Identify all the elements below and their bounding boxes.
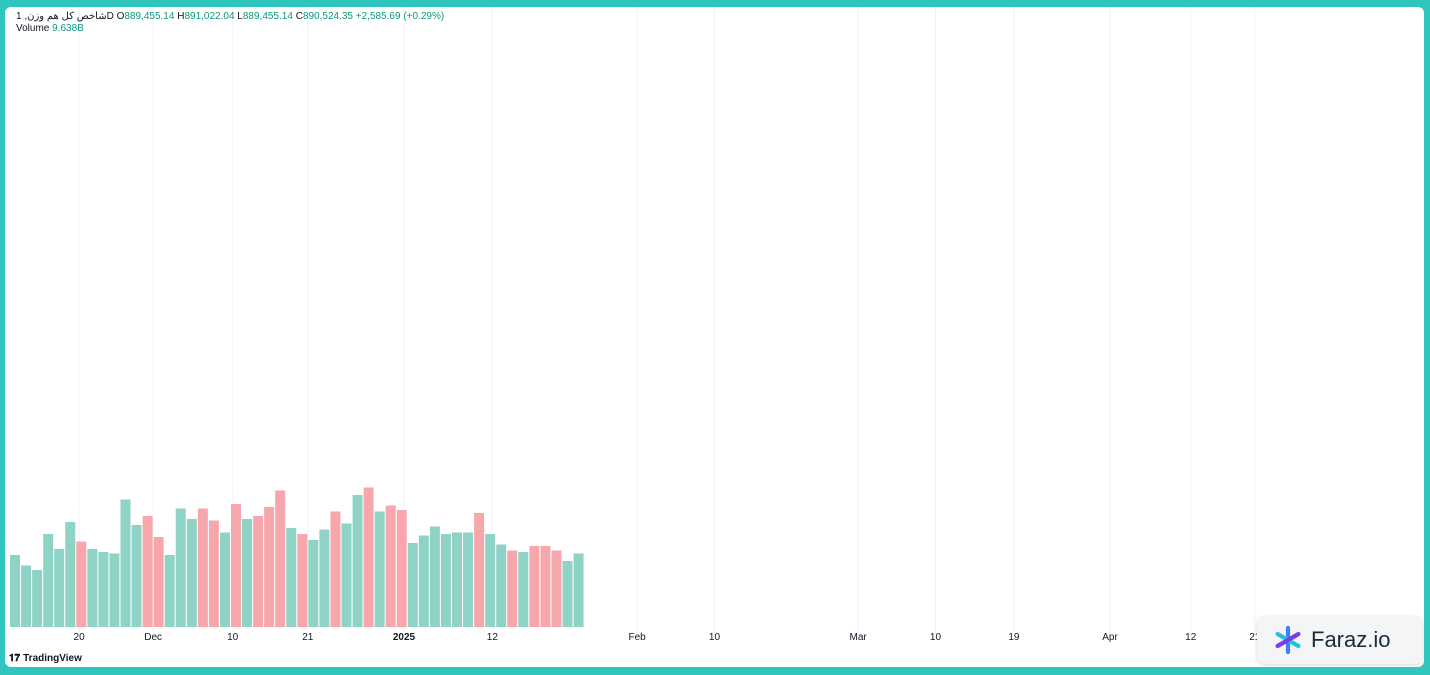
volume-bar — [562, 561, 573, 627]
high-label: H — [177, 11, 185, 22]
time-tick-label: Dec — [144, 632, 162, 643]
volume-bar — [573, 553, 584, 627]
open-label: O — [116, 11, 125, 22]
high-value: 891,022.04 — [184, 11, 235, 22]
volume-bar — [297, 534, 308, 627]
volume-bar — [153, 537, 164, 627]
volume-bar — [219, 532, 230, 627]
volume-bar — [407, 543, 418, 627]
low-value: 889,455.14 — [242, 11, 293, 22]
volume-bar — [32, 570, 43, 627]
time-tick-label: 12 — [1185, 632, 1197, 643]
volume-bar — [352, 495, 363, 627]
volume-bar — [496, 544, 507, 627]
volume-bar — [319, 529, 330, 627]
volume-bar — [275, 490, 286, 627]
volume-bar — [507, 550, 518, 627]
volume-bar — [518, 552, 529, 627]
volume-bar — [396, 510, 407, 627]
volume-bar — [175, 508, 186, 627]
volume-bar — [253, 516, 264, 627]
volume-bar — [363, 487, 374, 627]
time-tick-label: Mar — [849, 632, 867, 643]
volume-bar — [197, 508, 208, 627]
time-tick-label: 21 — [1249, 632, 1261, 643]
volume-bar — [529, 546, 540, 627]
volume-label: Volume — [16, 23, 50, 34]
faraz-watermark: Faraz.io — [1257, 616, 1423, 664]
volume-bar — [452, 532, 462, 627]
chart-frame: 907,874.01876,623..3858,355.04950,000.00… — [5, 7, 1424, 667]
volume-bar — [65, 522, 76, 627]
open-value: 889,455.14 — [124, 11, 175, 22]
volume-bar — [186, 519, 197, 627]
volume-bars — [10, 487, 584, 627]
volume-bar — [164, 555, 175, 627]
time-tick-label: 20 — [74, 632, 86, 643]
time-tick-label: 19 — [1008, 632, 1020, 643]
symbol-label: شاخص کل هم وزن, 1D — [16, 11, 114, 22]
volume-bar — [308, 540, 319, 627]
volume-bar — [341, 523, 352, 627]
tradingview-logo-icon: 𝟏𝟕 — [9, 653, 21, 664]
volume-bar — [485, 534, 496, 627]
volume-bar — [231, 504, 241, 627]
volume-bar — [330, 511, 341, 627]
time-tick-label: Apr — [1102, 632, 1118, 643]
time-axis: 20 Dec 10 21 2025 12 Feb 10 Mar 10 19 Apr 12 21 — [74, 632, 1261, 643]
chart-canvas[interactable]: 907,874.01876,623..3858,355.04950,000.00… — [5, 7, 1424, 667]
volume-bar — [131, 525, 142, 627]
volume-bar — [286, 528, 297, 627]
volume-bar — [10, 555, 20, 627]
volume-bar — [418, 535, 429, 627]
close-value: 890,524.35 — [302, 11, 353, 22]
tradingview-logo[interactable]: 𝟏𝟕 TradingView — [9, 653, 82, 664]
volume-bar — [109, 553, 120, 627]
volume-bar — [76, 541, 87, 627]
watermark-text: Faraz.io — [1311, 627, 1391, 652]
ohlc-legend: شاخص کل هم وزن, 1D O889,455.14 H891,022.… — [16, 11, 444, 22]
grid — [78, 7, 1256, 635]
volume-bar — [142, 516, 153, 627]
faraz-logo-icon — [1275, 625, 1301, 655]
volume-value: 9.638B — [52, 23, 84, 34]
close-label: C — [295, 11, 303, 22]
time-tick-label: 10 — [709, 632, 721, 643]
volume-bar — [208, 520, 219, 627]
time-tick-label: 10 — [930, 632, 942, 643]
time-tick-label: Feb — [628, 632, 646, 643]
volume-bar — [385, 505, 396, 627]
time-tick-label: 21 — [302, 632, 314, 643]
volume-bar — [21, 565, 32, 627]
volume-bar — [87, 549, 98, 627]
volume-bar — [429, 526, 440, 627]
volume-legend: Volume 9.638B — [16, 23, 84, 34]
low-label: L — [237, 11, 243, 22]
volume-bar — [264, 507, 275, 627]
volume-bar — [374, 511, 385, 627]
time-tick-label: 10 — [227, 632, 239, 643]
volume-bar — [474, 513, 485, 627]
volume-bar — [440, 534, 451, 627]
volume-bar — [120, 499, 131, 627]
volume-bar — [54, 549, 65, 627]
volume-bar — [242, 519, 253, 627]
time-tick-label: 12 — [487, 632, 499, 643]
volume-bar — [43, 534, 54, 627]
volume-bar — [463, 532, 474, 627]
volume-bar — [98, 552, 109, 627]
time-tick-label: 2025 — [393, 632, 416, 643]
change-value: +2,585.69 (+0.29%) — [355, 11, 445, 22]
tradingview-label: TradingView — [23, 653, 82, 664]
volume-bar — [551, 550, 562, 627]
volume-bar — [540, 546, 551, 627]
